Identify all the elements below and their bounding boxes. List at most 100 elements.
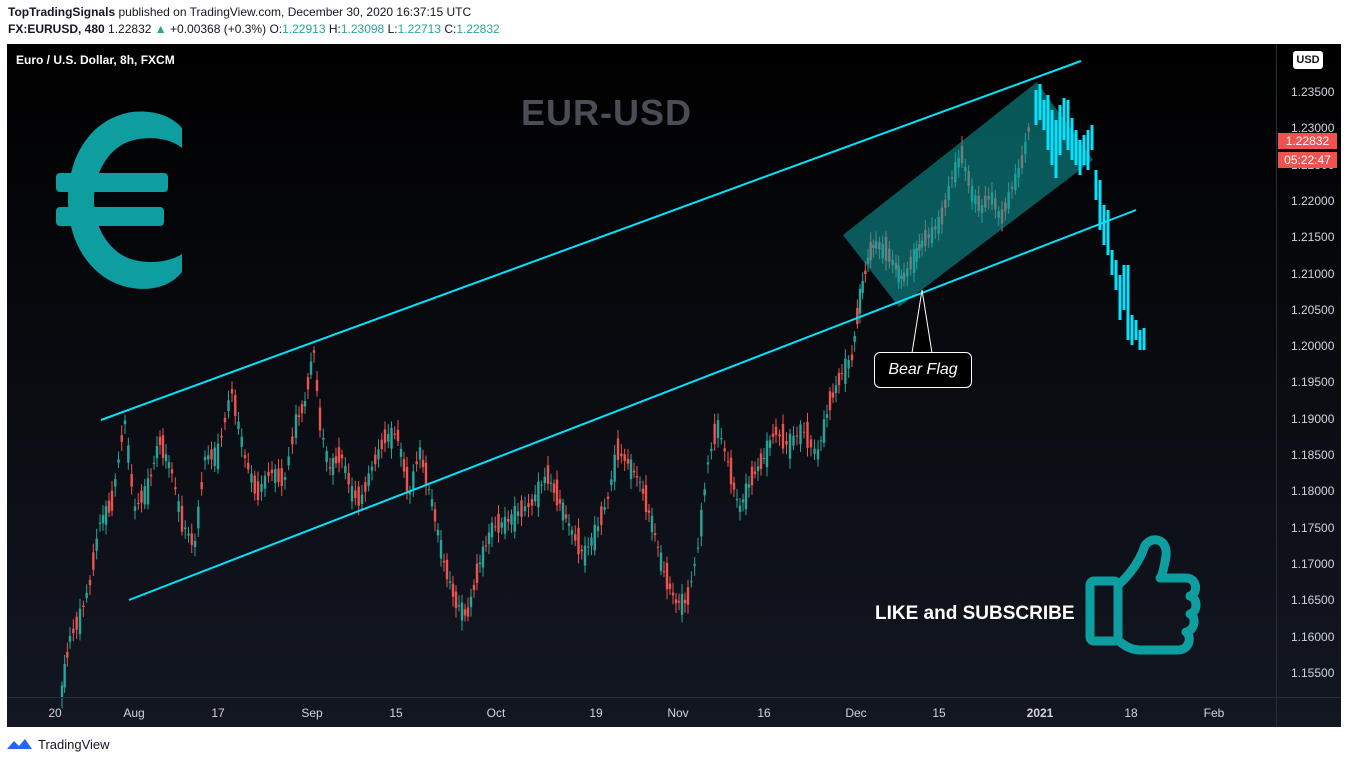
time-tick: 15 bbox=[932, 706, 946, 720]
candle-body bbox=[527, 503, 530, 508]
candle-body bbox=[844, 358, 847, 384]
candle-body bbox=[716, 420, 720, 439]
candle-body bbox=[603, 507, 606, 510]
projection-bar bbox=[1050, 110, 1054, 165]
candle-body bbox=[587, 546, 590, 548]
time-tick: Nov bbox=[667, 706, 689, 720]
candle-body bbox=[580, 549, 583, 552]
price-tick: 1.17500 bbox=[1291, 520, 1335, 535]
candle-body bbox=[383, 429, 387, 444]
candle-body bbox=[152, 462, 156, 464]
projection-bar bbox=[1130, 315, 1134, 345]
candle-body bbox=[813, 448, 816, 454]
candle-body bbox=[374, 454, 377, 465]
candle-body bbox=[683, 599, 687, 604]
published-text: published on TradingView.com, December 3… bbox=[118, 5, 472, 19]
candle-body bbox=[696, 547, 700, 549]
candle-body bbox=[847, 359, 850, 369]
candle-body bbox=[510, 514, 513, 525]
candle-body bbox=[825, 414, 829, 418]
time-tick: 19 bbox=[589, 706, 603, 720]
last-price: 1.22832 bbox=[108, 22, 152, 36]
candle-body bbox=[337, 447, 341, 463]
candle-body bbox=[377, 449, 380, 460]
candle-body bbox=[223, 417, 227, 423]
bear-flag-channel[interactable] bbox=[843, 82, 1093, 307]
footer-brand[interactable]: TradingView bbox=[8, 737, 110, 752]
candle-body bbox=[735, 498, 739, 501]
upper-trendline[interactable] bbox=[100, 60, 1082, 421]
candle-body bbox=[668, 583, 672, 589]
author-name[interactable]: TopTradingSignals bbox=[8, 5, 116, 19]
candle-body bbox=[686, 587, 690, 605]
candle-body bbox=[656, 546, 660, 548]
candle-body bbox=[436, 529, 440, 536]
bear-flag-callout[interactable]: Bear Flag bbox=[874, 352, 972, 388]
candle-body bbox=[143, 486, 146, 505]
candle-body bbox=[616, 438, 620, 460]
candle-body bbox=[567, 523, 571, 526]
candle-body bbox=[457, 605, 461, 607]
candle-body bbox=[439, 539, 443, 559]
candle-body bbox=[291, 436, 294, 445]
candle-body bbox=[454, 591, 458, 609]
candle-body bbox=[137, 503, 140, 505]
candle-body bbox=[858, 288, 862, 314]
candle-body bbox=[442, 560, 446, 563]
candle-body bbox=[256, 481, 260, 501]
candle-body bbox=[723, 448, 726, 452]
time-tick: Sep bbox=[301, 706, 323, 720]
candle-body bbox=[306, 377, 310, 390]
candle-body bbox=[149, 474, 153, 477]
candle-body bbox=[537, 481, 540, 508]
open-label: O: bbox=[269, 22, 283, 36]
candle-body bbox=[68, 636, 72, 642]
price-tick: 1.18000 bbox=[1291, 484, 1335, 499]
candle-body bbox=[626, 458, 630, 464]
projection-bar bbox=[1134, 320, 1138, 340]
candle-body bbox=[570, 530, 574, 535]
candle-body bbox=[552, 483, 556, 493]
lower-trendline[interactable] bbox=[128, 209, 1137, 601]
projection-bar bbox=[1102, 205, 1106, 245]
candle-body bbox=[75, 616, 78, 630]
candle-body bbox=[360, 494, 364, 504]
time-tick: Aug bbox=[123, 706, 145, 720]
candle-body bbox=[596, 526, 600, 532]
time-tick: 18 bbox=[1124, 706, 1138, 720]
candle-body bbox=[750, 466, 754, 486]
candle-body bbox=[331, 457, 335, 476]
projection-bar bbox=[1070, 118, 1074, 160]
candle-body bbox=[322, 437, 325, 440]
candle-body bbox=[340, 454, 344, 459]
projection-bar bbox=[1094, 170, 1098, 200]
candle-body bbox=[756, 466, 760, 472]
candle-body bbox=[155, 446, 159, 459]
candle-body bbox=[325, 451, 328, 463]
pane-title[interactable]: Euro / U.S. Dollar, 8h, FXCM bbox=[16, 53, 175, 67]
price-tick: 1.16500 bbox=[1291, 593, 1335, 608]
projection-bar bbox=[1038, 84, 1042, 120]
thumbs-up-icon bbox=[1085, 535, 1201, 655]
candle-body bbox=[469, 596, 473, 608]
candle-body bbox=[768, 440, 772, 448]
candle-body bbox=[184, 527, 187, 530]
candle-body bbox=[85, 592, 88, 599]
price-tick: 1.21500 bbox=[1291, 230, 1335, 245]
projection-bar bbox=[1046, 95, 1050, 150]
candle-body bbox=[127, 445, 130, 463]
symbol-label[interactable]: FX:EURUSD, 480 bbox=[8, 22, 105, 36]
candle-body bbox=[267, 471, 270, 476]
candle-body bbox=[819, 440, 823, 442]
currency-tag[interactable]: USD bbox=[1293, 51, 1323, 69]
candle-body bbox=[623, 454, 626, 462]
candle-body bbox=[424, 462, 428, 486]
candle-body bbox=[190, 533, 193, 545]
candle-body bbox=[507, 518, 510, 522]
candle-body bbox=[63, 664, 66, 688]
candle-body bbox=[230, 389, 234, 394]
candle-body bbox=[771, 433, 775, 437]
candle-body bbox=[530, 499, 534, 506]
candle-body bbox=[713, 423, 716, 445]
candle-body bbox=[653, 533, 657, 536]
